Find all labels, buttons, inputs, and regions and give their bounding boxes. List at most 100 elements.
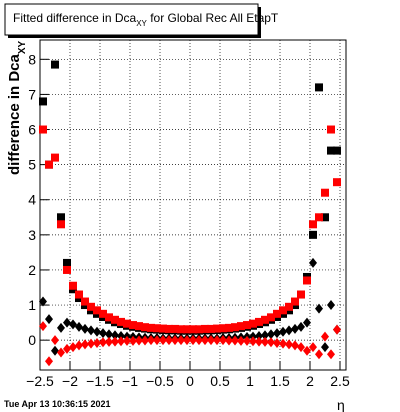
- diamond-marker: [63, 317, 71, 328]
- diamond-marker: [279, 326, 287, 337]
- square-marker: [153, 324, 161, 333]
- diamond-marker: [297, 342, 305, 353]
- square-marker: [93, 306, 101, 315]
- square-marker: [249, 319, 257, 328]
- square-marker: [201, 324, 209, 333]
- diamond-marker: [153, 335, 161, 346]
- diamond-marker: [327, 349, 335, 360]
- diamond-marker: [249, 336, 257, 347]
- square-marker: [87, 302, 95, 311]
- diamond-marker: [285, 339, 293, 350]
- diamond-marker: [99, 328, 107, 339]
- diamond-marker: [159, 335, 167, 346]
- diamond-marker: [45, 356, 53, 367]
- diamond-marker: [291, 323, 299, 334]
- diamond-marker: [111, 336, 119, 347]
- diamond-marker: [183, 335, 191, 346]
- square-marker: [327, 146, 335, 155]
- diamond-marker: [309, 342, 317, 353]
- diamond-marker: [93, 326, 101, 337]
- diamond-marker: [279, 338, 287, 349]
- diamond-marker: [165, 335, 173, 346]
- diamond-marker: [189, 335, 197, 346]
- x-tick-label: −2: [62, 373, 78, 389]
- square-marker: [321, 213, 329, 222]
- y-tick-label: 3: [28, 227, 36, 243]
- square-marker: [255, 317, 263, 326]
- square-marker: [261, 315, 269, 324]
- square-marker: [57, 220, 65, 229]
- diamond-marker: [129, 335, 137, 346]
- square-marker: [51, 153, 59, 162]
- square-marker: [315, 83, 323, 92]
- diamond-marker: [261, 330, 269, 341]
- diamond-marker: [297, 321, 305, 332]
- diamond-marker: [87, 325, 95, 336]
- diamond-marker: [147, 335, 155, 346]
- square-marker: [195, 325, 203, 334]
- y-tick-label: 0: [28, 332, 36, 348]
- diamond-marker: [117, 336, 125, 347]
- diamond-marker: [303, 345, 311, 356]
- diamond-marker: [87, 338, 95, 349]
- y-tick-label: 2: [28, 262, 36, 278]
- square-marker: [57, 213, 65, 222]
- diamond-marker: [237, 335, 245, 346]
- square-marker: [45, 160, 53, 169]
- diamond-marker: [141, 335, 149, 346]
- square-marker: [63, 258, 71, 267]
- title-text: for Global Rec All EtapT: [147, 11, 279, 25]
- square-marker: [81, 297, 89, 306]
- square-marker: [165, 324, 173, 333]
- square-marker: [309, 220, 317, 229]
- square-marker: [189, 325, 197, 334]
- diamond-marker: [39, 321, 47, 332]
- title-text: Fitted difference in Dca: [13, 11, 137, 25]
- title-subscript: XY: [136, 19, 147, 28]
- y-label-subscript: XY: [17, 40, 28, 54]
- square-marker: [327, 125, 335, 134]
- square-marker: [315, 213, 323, 222]
- square-marker: [207, 324, 215, 333]
- diamond-marker: [81, 323, 89, 334]
- diamond-marker: [135, 335, 143, 346]
- square-marker: [219, 324, 227, 333]
- diamond-marker: [75, 340, 83, 351]
- diamond-marker: [231, 335, 239, 346]
- diamond-marker: [273, 328, 281, 339]
- square-marker: [51, 60, 59, 69]
- square-marker: [309, 230, 317, 239]
- square-marker: [39, 125, 47, 134]
- diamond-marker: [111, 330, 119, 341]
- square-marker: [69, 281, 77, 290]
- x-tick-label: −0.5: [146, 373, 174, 389]
- square-marker: [135, 322, 143, 331]
- diamond-marker: [321, 342, 329, 353]
- square-marker: [159, 324, 167, 333]
- square-marker: [303, 276, 311, 285]
- diamond-marker: [321, 331, 329, 342]
- square-marker: [99, 309, 107, 318]
- square-marker: [111, 315, 119, 324]
- square-marker: [147, 323, 155, 332]
- diamond-marker: [315, 303, 323, 314]
- diamond-marker: [225, 335, 233, 346]
- diamond-marker: [267, 337, 275, 348]
- diamond-marker: [63, 343, 71, 354]
- diamond-marker: [213, 335, 221, 346]
- y-tick-label: 4: [28, 192, 36, 208]
- square-marker: [129, 321, 137, 330]
- diamond-marker: [255, 336, 263, 347]
- diamond-marker: [75, 321, 83, 332]
- square-marker: [231, 323, 239, 332]
- diamond-marker: [105, 336, 113, 347]
- square-marker: [141, 323, 149, 332]
- diamond-marker: [285, 325, 293, 336]
- square-marker: [75, 290, 83, 299]
- diamond-marker: [219, 335, 227, 346]
- square-marker: [279, 306, 287, 315]
- diamond-marker: [261, 336, 269, 347]
- diamond-marker: [69, 319, 77, 330]
- square-marker: [63, 265, 71, 274]
- diamond-marker: [291, 340, 299, 351]
